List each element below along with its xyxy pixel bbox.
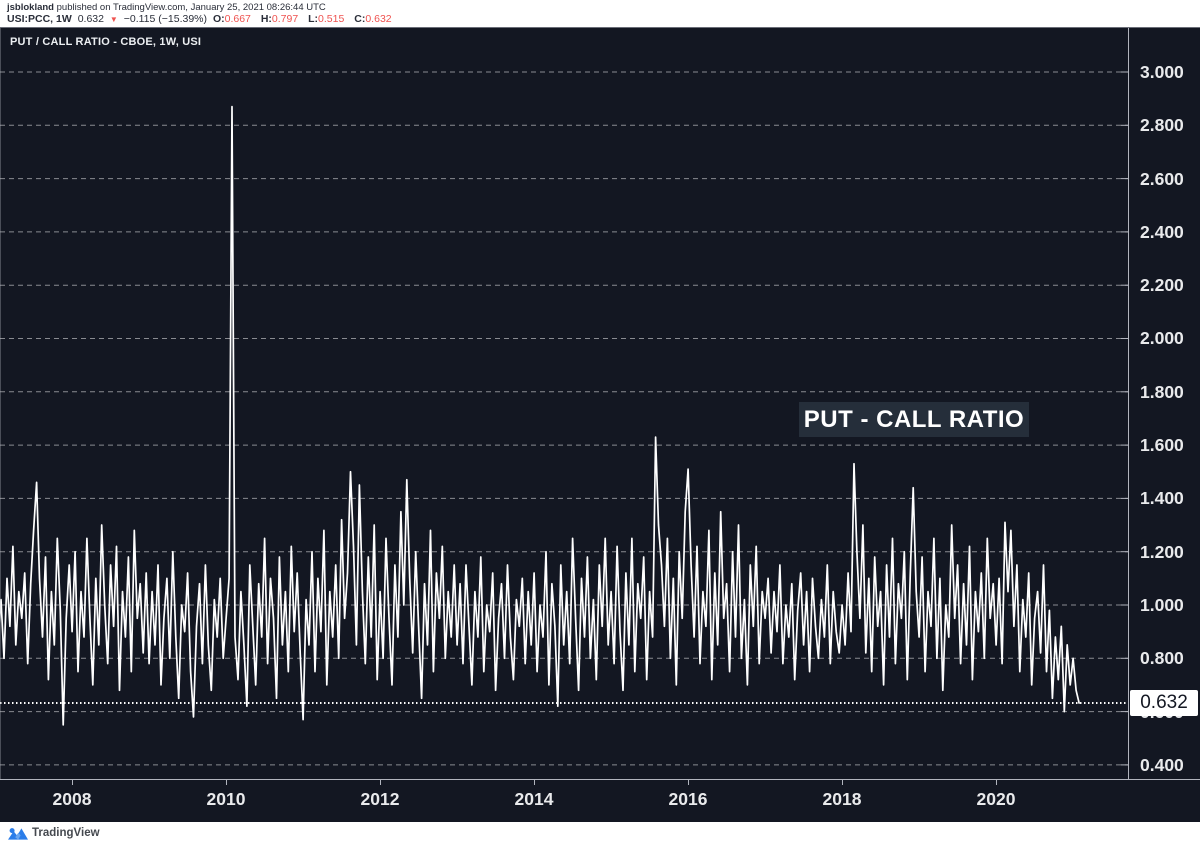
tradingview-logo-icon[interactable] <box>7 826 29 841</box>
x-axis-tick-2014 <box>534 780 535 785</box>
y-axis-label-0.800: 0.800 <box>1140 648 1184 669</box>
y-axis-label-2.600: 2.600 <box>1140 168 1184 189</box>
chart-region: PUT / CALL RATIO - CBOE, 1W, USI PUT - C… <box>0 27 1200 823</box>
chart-title: PUT / CALL RATIO - CBOE, 1W, USI <box>10 36 202 48</box>
y-axis-label-3.000: 3.000 <box>1140 61 1184 82</box>
y-axis-label-2.400: 2.400 <box>1140 221 1184 242</box>
price-change: −0.115 (−15.39%) <box>123 13 208 25</box>
x-axis-tick-2008 <box>71 780 73 785</box>
x-axis-tick-2020 <box>996 780 998 785</box>
branding-footer: TradingView <box>0 822 1200 844</box>
time-axis[interactable]: 2008 2010 2012 2014 2016 2018 2020 <box>0 779 1200 823</box>
publish-header: jsblokland published on TradingView.com,… <box>0 0 1200 27</box>
ohlc-open: O:0.667 <box>212 13 251 25</box>
last-price-badge: 0.632 <box>1130 690 1198 717</box>
symbol-status-line: USI:PCC, 1W 0.632 ▼ −0.115 (−15.39%) O:0… <box>7 13 399 25</box>
y-axis-label-1.200: 1.200 <box>1140 541 1184 562</box>
y-axis-label-1.800: 1.800 <box>1140 381 1184 402</box>
down-triangle-icon: ▼ <box>109 15 118 24</box>
x-axis-tick-2010 <box>226 780 227 785</box>
x-axis-label-2016: 2016 <box>668 789 708 809</box>
ohlc-high: H:0.797 <box>260 13 299 25</box>
put-call-ratio-series[interactable] <box>0 105 1080 726</box>
brand-name[interactable]: TradingView <box>32 827 100 839</box>
x-axis-tick-2012 <box>380 780 381 785</box>
y-axis-label-2.800: 2.800 <box>1140 115 1184 136</box>
published-text: published on TradingView.com, January 25… <box>56 2 326 13</box>
x-axis-label-2008: 2008 <box>52 789 92 809</box>
author-link[interactable]: jsblokland <box>7 2 54 13</box>
y-axis-label-1.000: 1.000 <box>1140 594 1184 615</box>
x-axis-label-2012: 2012 <box>360 789 400 809</box>
chart-left-border <box>0 28 1 779</box>
ohlc-low: L:0.515 <box>308 13 345 25</box>
annotation-put-call-ratio: PUT - CALL RATIO <box>799 402 1029 437</box>
x-axis-tick-2016 <box>688 780 689 785</box>
x-axis-label-2020: 2020 <box>976 789 1016 809</box>
y-axis-label-0.400: 0.400 <box>1140 754 1184 775</box>
x-axis-label-2014: 2014 <box>514 789 554 809</box>
y-axis-label-2.200: 2.200 <box>1140 275 1184 296</box>
x-axis-label-2018: 2018 <box>822 789 862 809</box>
y-axis-label-1.600: 1.600 <box>1140 435 1184 456</box>
last-price: 0.632 <box>77 13 104 25</box>
x-axis-label-2010: 2010 <box>206 789 246 809</box>
chart-canvas[interactable] <box>0 28 1128 779</box>
symbol-name: USI:PCC, 1W <box>7 13 72 25</box>
y-axis-label-1.400: 1.400 <box>1140 488 1184 509</box>
x-axis-tick-2018 <box>842 780 843 785</box>
ohlc-close: C:0.632 <box>354 13 392 25</box>
publish-info-line: jsblokland published on TradingView.com,… <box>7 2 326 13</box>
price-axis[interactable]: 0.632 3.000 2.800 2.600 2.400 2.200 2.000 1.80… <box>1128 28 1200 823</box>
y-axis-label-2.000: 2.000 <box>1140 328 1184 349</box>
